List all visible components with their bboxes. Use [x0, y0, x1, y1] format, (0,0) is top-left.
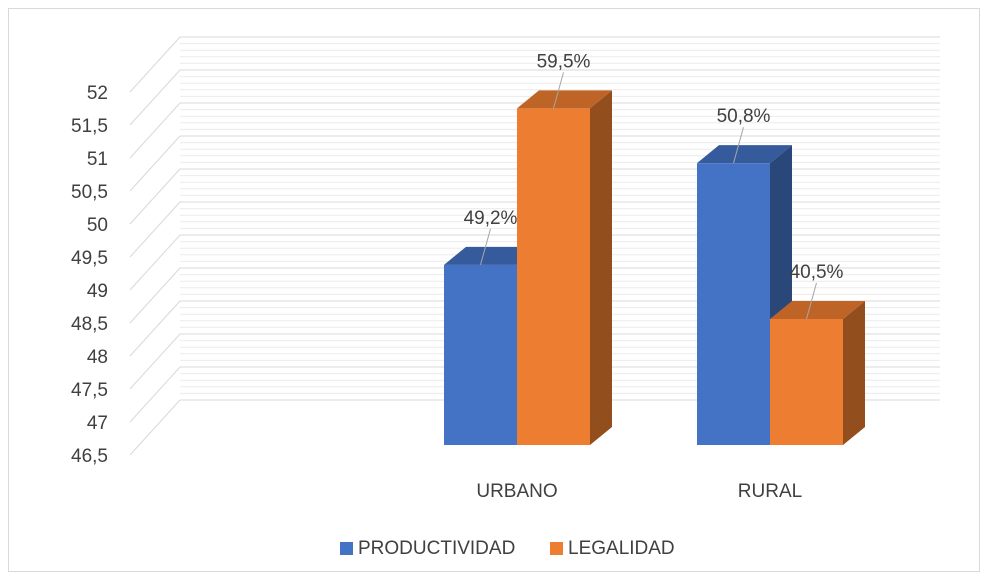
- label-leader: [733, 127, 744, 164]
- grid-line-depth: [129, 267, 181, 324]
- bar-front: [517, 108, 590, 446]
- grid-line-depth: [129, 300, 181, 357]
- y-tick-label: 49,5: [71, 248, 108, 269]
- y-tick-label: 50,5: [71, 182, 108, 203]
- legend-swatch: [340, 542, 353, 555]
- bar-front: [444, 264, 517, 445]
- bar-side: [843, 300, 865, 445]
- bar-top: [697, 145, 792, 164]
- bar-top: [517, 90, 612, 109]
- bar-top: [770, 300, 865, 319]
- grid-line-depth: [129, 69, 181, 126]
- grid-line-depth: [129, 168, 181, 225]
- grid-line-depth: [129, 135, 181, 192]
- grid-line-depth: [129, 333, 181, 390]
- grid-line-depth: [129, 36, 181, 93]
- y-tick-label: 49: [87, 281, 108, 302]
- label-leader: [553, 72, 564, 109]
- x-tick-label: URBANO: [476, 481, 557, 502]
- y-tick-label: 48,5: [71, 314, 108, 335]
- legend-swatch: [550, 542, 563, 555]
- grid-line-depth: [129, 234, 181, 291]
- label-leader: [480, 228, 491, 265]
- grid-line-depth: [129, 366, 181, 423]
- y-tick-label: 48: [87, 347, 108, 368]
- x-tick-label: RURAL: [738, 481, 802, 502]
- data-label: 40,5%: [790, 262, 844, 283]
- data-label: 49,2%: [464, 208, 518, 229]
- y-tick-label: 47,5: [71, 380, 108, 401]
- bar-front: [770, 318, 843, 445]
- label-leader: [806, 282, 817, 320]
- y-tick-label: 50: [87, 215, 108, 236]
- y-tick-label: 51: [87, 149, 108, 170]
- grid-line-depth: [129, 102, 181, 159]
- y-tick-label: 52: [87, 83, 108, 104]
- bar-top: [444, 246, 539, 265]
- bar-front: [697, 163, 770, 445]
- y-tick-label: 46,5: [71, 446, 108, 467]
- y-tick-label: 51,5: [71, 116, 108, 137]
- y-tick-label: 47: [87, 413, 108, 434]
- legend-label: LEGALIDAD: [568, 538, 675, 559]
- grid-line-depth: [129, 399, 181, 456]
- grid-line-depth: [129, 201, 181, 258]
- legend-label: PRODUCTIVIDAD: [358, 538, 515, 559]
- bar-side: [590, 90, 612, 446]
- data-label: 59,5%: [537, 51, 591, 72]
- data-label: 50,8%: [717, 106, 771, 127]
